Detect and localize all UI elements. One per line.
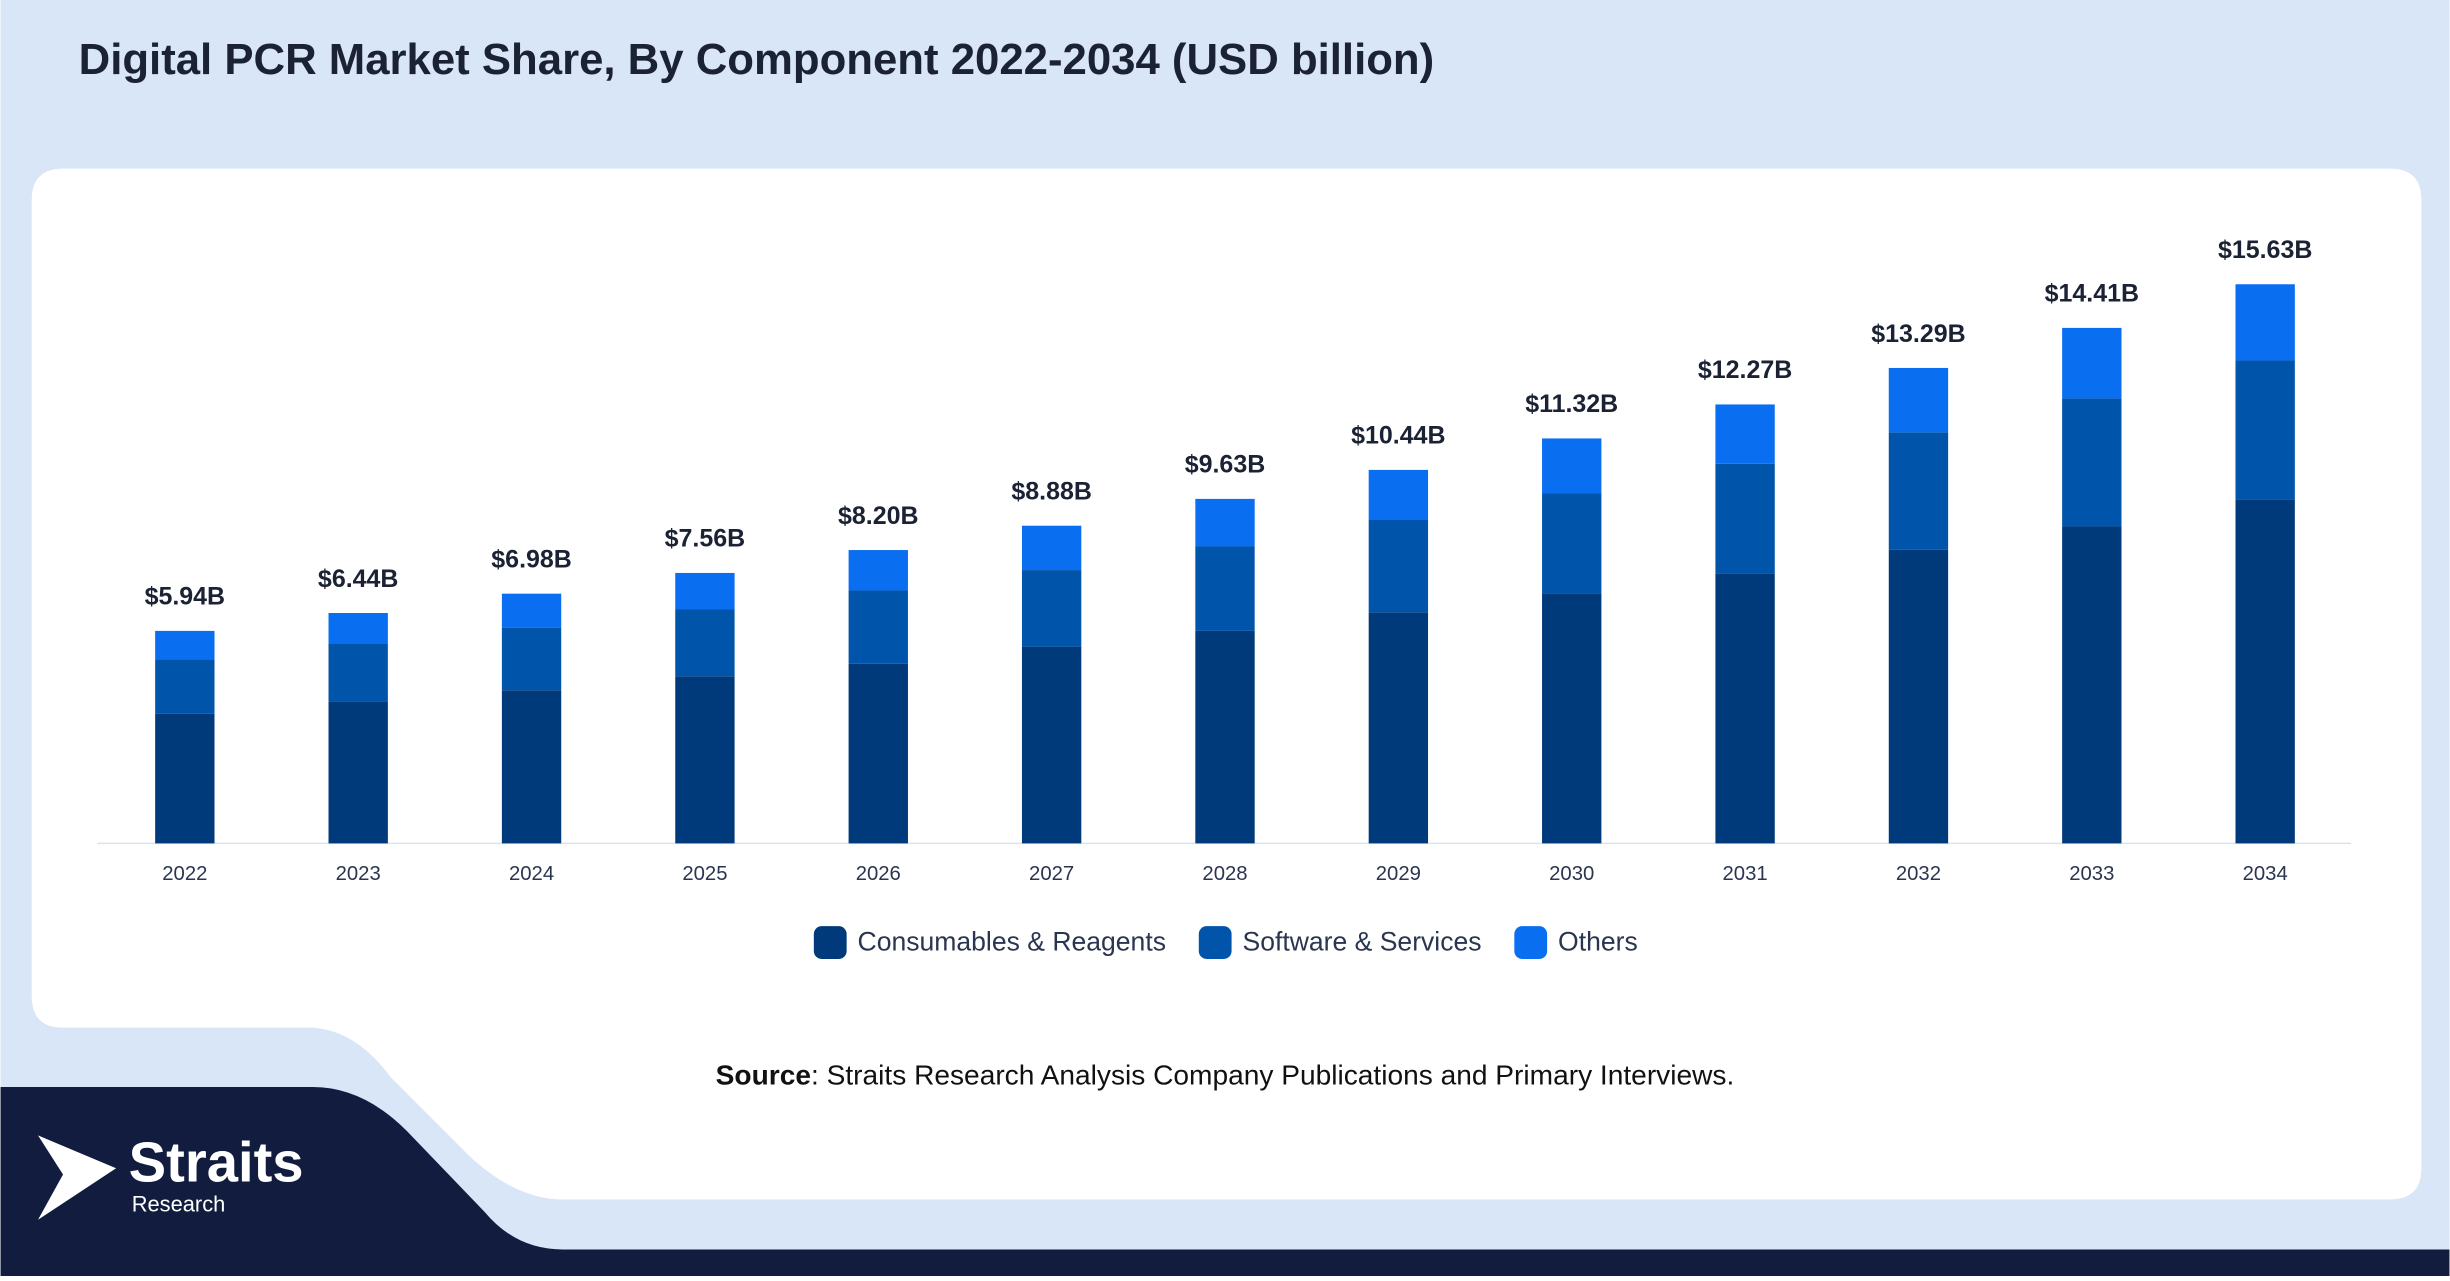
source-label: Source bbox=[716, 1060, 811, 1091]
legend-swatch bbox=[813, 926, 847, 959]
bar-segment bbox=[1021, 646, 1082, 844]
bar-segment bbox=[2235, 284, 2295, 361]
bar-segment bbox=[1715, 463, 1775, 574]
x-tick-label: 2028 bbox=[1202, 863, 1247, 885]
legend-label: Consumables & Reagents bbox=[858, 926, 1166, 956]
total-label: $10.44B bbox=[1351, 422, 1445, 450]
bar-segment bbox=[2062, 398, 2122, 527]
source: Source: Straits Research Analysis Compan… bbox=[716, 1060, 1735, 1091]
bar-segment bbox=[1368, 612, 1429, 844]
chart-title: Digital PCR Market Share, By Component 2… bbox=[79, 35, 1435, 84]
x-tick-label: 2030 bbox=[1549, 863, 1594, 885]
total-label: $14.41B bbox=[2045, 280, 2139, 308]
bar-segment bbox=[1021, 570, 1082, 647]
x-tick-label: 2032 bbox=[1896, 863, 1941, 885]
bar-segment bbox=[1715, 573, 1775, 844]
bar-segment bbox=[1195, 498, 1255, 547]
bar-segment bbox=[501, 593, 562, 628]
bar-segment bbox=[328, 613, 388, 644]
bar-segment bbox=[1195, 630, 1255, 844]
bar-segment bbox=[675, 609, 735, 677]
total-label: $13.29B bbox=[1871, 320, 1965, 348]
bar-segment bbox=[1195, 546, 1255, 631]
bar-segment bbox=[1542, 593, 1602, 844]
x-tick-label: 2033 bbox=[2069, 863, 2114, 885]
bar-segment bbox=[1368, 519, 1429, 613]
bar-segment bbox=[1888, 549, 1949, 844]
total-label: $11.32B bbox=[1525, 390, 1618, 418]
total-label: $8.88B bbox=[1011, 478, 1092, 506]
total-label: $5.94B bbox=[145, 583, 226, 611]
total-label: $12.27B bbox=[1698, 356, 1792, 384]
bar-segment bbox=[675, 676, 735, 844]
bar-segment bbox=[2235, 499, 2295, 844]
total-label: $6.44B bbox=[318, 565, 399, 593]
bar-segment bbox=[501, 690, 562, 844]
footer-band bbox=[0, 1087, 2450, 1276]
bar-segment bbox=[848, 663, 908, 844]
bar-segment bbox=[1368, 469, 1429, 520]
source-text: : Straits Research Analysis Company Publ… bbox=[811, 1060, 1734, 1091]
x-tick-label: 2023 bbox=[336, 863, 381, 885]
x-tick-label: 2031 bbox=[1723, 863, 1768, 885]
logo-name: Straits bbox=[129, 1131, 304, 1194]
bar-segment bbox=[1542, 493, 1602, 594]
bar-segment bbox=[501, 627, 562, 691]
logo-icon bbox=[38, 1135, 117, 1220]
bar-segment bbox=[155, 630, 215, 660]
total-label: $6.98B bbox=[491, 545, 572, 573]
x-tick-label: 2026 bbox=[856, 863, 901, 885]
total-label: $7.56B bbox=[665, 525, 746, 553]
x-tick-label: 2025 bbox=[682, 863, 727, 885]
x-tick-label: 2029 bbox=[1376, 863, 1421, 885]
plot: $5.94B 2022 $6.44B 2023 $6.98B 2024 $7.56B 2025… bbox=[145, 236, 2312, 959]
bar-segment bbox=[328, 643, 388, 702]
bar-segment bbox=[1715, 404, 1775, 464]
total-label: $9.63B bbox=[1185, 451, 1266, 479]
legend-label: Software & Services bbox=[1243, 926, 1482, 956]
x-tick-label: 2024 bbox=[509, 863, 554, 885]
total-label: $8.20B bbox=[838, 502, 919, 530]
bar-segment bbox=[1888, 432, 1949, 550]
legend-swatch bbox=[1198, 926, 1232, 959]
bar-segment bbox=[1888, 367, 1949, 433]
legend-swatch bbox=[1514, 926, 1548, 959]
logo-sub: Research bbox=[132, 1191, 226, 1216]
x-tick-label: 2027 bbox=[1029, 863, 1074, 885]
total-label: $15.63B bbox=[2218, 236, 2312, 264]
legend-label: Others bbox=[1558, 926, 1638, 956]
bar-segment bbox=[155, 713, 215, 844]
bar-segment bbox=[1021, 525, 1082, 571]
bar-segment bbox=[1542, 438, 1602, 494]
x-tick-label: 2034 bbox=[2243, 863, 2288, 885]
bar-segment bbox=[328, 701, 388, 844]
bar-segment bbox=[848, 550, 908, 591]
bar-segment bbox=[2062, 526, 2122, 844]
bar-segment bbox=[675, 572, 735, 610]
x-tick-label: 2022 bbox=[162, 863, 207, 885]
bar-segment bbox=[2235, 360, 2295, 500]
bar-segment bbox=[2062, 327, 2122, 399]
bar-segment bbox=[848, 590, 908, 664]
bar-segment bbox=[155, 659, 215, 714]
